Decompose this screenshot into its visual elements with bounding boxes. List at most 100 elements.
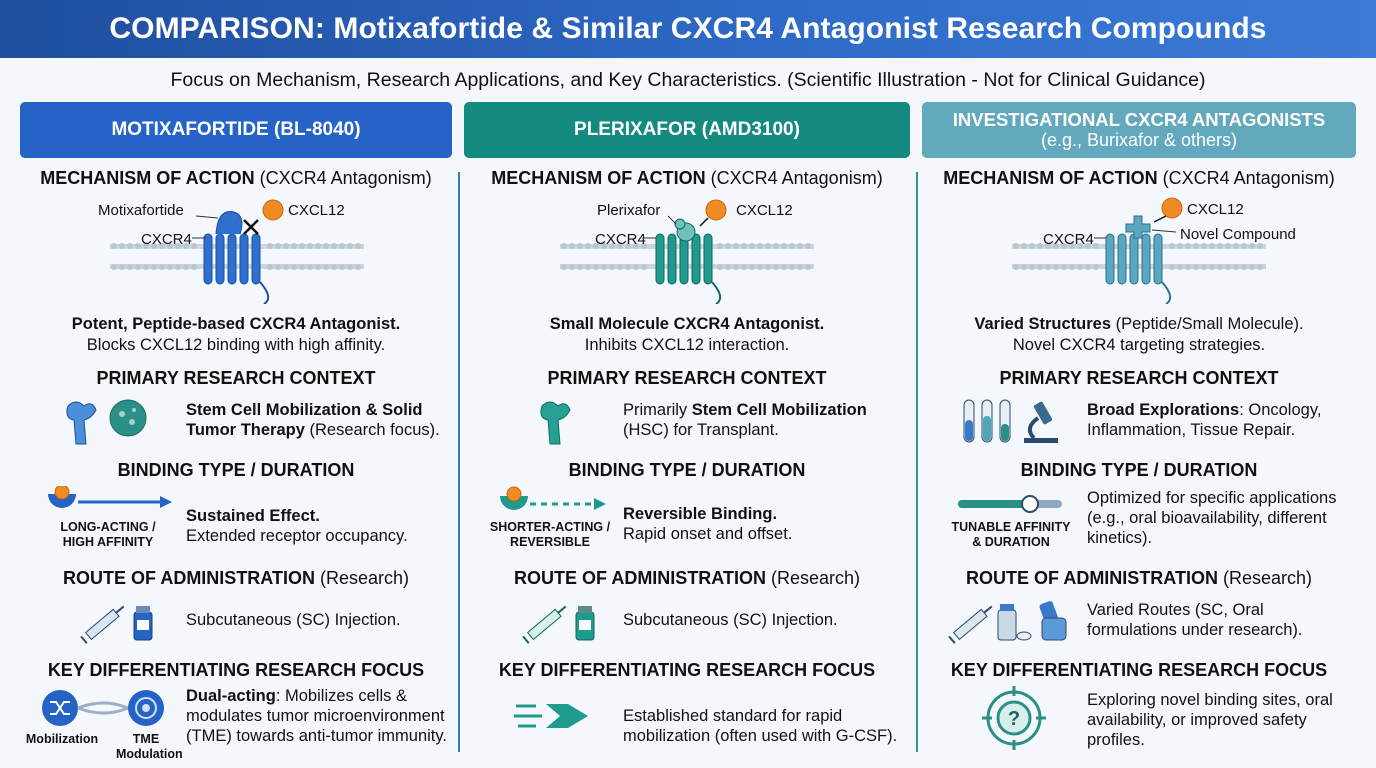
section-context: PRIMARY RESEARCH CONTEXT (922, 368, 1356, 389)
cell-membrane-icon (110, 199, 364, 304)
receptor-label: CXCR4 (595, 231, 646, 248)
context-row: Primarily Stem Cell Mobilization (HSC) fo… (464, 396, 910, 448)
bone-icon (66, 399, 147, 445)
summary-text: Novel CXCR4 targeting strategies. (1012, 335, 1266, 354)
dashed-arrow-icon (500, 486, 606, 510)
long-arrow-icon (48, 486, 172, 508)
target-question-icon: ? (982, 686, 1046, 750)
section-note: (Research) (1222, 568, 1313, 588)
focus-row: Established standard for rapid mobilizat… (464, 686, 910, 766)
focus-row: Mobilization TME Modulation Dual-acting:… (20, 686, 452, 766)
context-row: Stem Cell Mobilization & Solid Tumor The… (20, 396, 452, 448)
drug-label: Motixafortide (98, 202, 184, 219)
mechanism-diagram: Motixafortide CXCL12 CXCR4 (20, 194, 452, 304)
column-subtitle: (e.g., Burixafor & others) (1040, 130, 1238, 151)
mechanism-diagram: Plerixafor CXCL12 CXCR4 (464, 194, 910, 304)
binding-text: Sustained Effect. Extended receptor occup… (186, 507, 408, 546)
section-focus: KEY DIFFERENTIATING RESEARCH FOCUS (20, 660, 452, 681)
context-row: Broad Explorations: Oncology, Inflammati… (922, 396, 1356, 448)
section-focus: KEY DIFFERENTIATING RESEARCH FOCUS (922, 660, 1356, 681)
section-binding: BINDING TYPE / DURATION (922, 460, 1356, 481)
slider-icon (958, 495, 1062, 513)
mechanism-diagram: CXCL12 CXCR4 Novel Compound (922, 194, 1356, 304)
cell-membrane-icon (1012, 197, 1266, 304)
section-route: ROUTE OF ADMINISTRATION (Research) (922, 568, 1356, 589)
section-note: (CXCR4 Antagonism) (710, 168, 883, 188)
ligand-label: CXCL12 (736, 202, 793, 219)
ligand-label: CXCL12 (1187, 201, 1244, 218)
mechanism-summary: Potent, Peptide-based CXCR4 Antagonist. … (20, 314, 452, 355)
route-row: Subcutaneous (SC) Injection. (20, 596, 452, 646)
section-title: BINDING TYPE / DURATION (1020, 460, 1258, 480)
section-title: KEY DIFFERENTIATING RESEARCH FOCUS (47, 660, 425, 680)
column-divider (916, 172, 918, 752)
section-title: MECHANISM OF ACTION (40, 168, 255, 188)
section-binding: BINDING TYPE / DURATION (464, 460, 910, 481)
section-title: PRIMARY RESEARCH CONTEXT (999, 368, 1279, 388)
section-title: ROUTE OF ADMINISTRATION (513, 568, 766, 588)
mechanism-summary: Varied Structures (Peptide/Small Molecul… (922, 314, 1356, 355)
binding-row: LONG-ACTING / HIGH AFFINITY Sustained Ef… (20, 486, 452, 549)
focus-text: Exploring novel binding sites, oral avai… (1087, 691, 1333, 750)
section-title: PRIMARY RESEARCH CONTEXT (96, 368, 376, 388)
focus-text: Dual-acting: Mobilizes cells & modulates… (186, 687, 447, 746)
binding-tag: LONG-ACTING / HIGH AFFINITY (60, 520, 156, 549)
drug-label: Plerixafor (597, 202, 661, 219)
column-divider (458, 172, 460, 752)
context-text: Broad Explorations: Oncology, Inflammati… (1087, 401, 1322, 440)
section-title: BINDING TYPE / DURATION (568, 460, 806, 480)
test-tubes-icon (963, 399, 1058, 443)
section-title: KEY DIFFERENTIATING RESEARCH FOCUS (950, 660, 1328, 680)
binding-tag: TUNABLE AFFINITY & DURATION (951, 520, 1071, 549)
column-title: PLERIXAFOR (AMD3100) (574, 119, 800, 141)
focus-row: ? Exploring novel binding sites, oral av… (922, 686, 1356, 766)
binding-text: Optimized for specific applications (e.g… (1087, 489, 1337, 548)
binding-tag: SHORTER-ACTING / REVERSIBLE (489, 520, 611, 549)
binding-row: SHORTER-ACTING / REVERSIBLE Reversible B… (464, 486, 910, 549)
section-title: MECHANISM OF ACTION (943, 168, 1158, 188)
svg-text:?: ? (1008, 708, 1020, 730)
section-mechanism: MECHANISM OF ACTION (CXCR4 Antagonism) (922, 168, 1356, 189)
shuffle-icon (42, 690, 164, 726)
summary-bold: Varied Structures (974, 315, 1112, 333)
section-route: ROUTE OF ADMINISTRATION (Research) (20, 568, 452, 589)
column-motixafortide: MOTIXAFORTIDE (BL-8040) MECHANISM OF ACT… (20, 102, 452, 768)
section-context: PRIMARY RESEARCH CONTEXT (464, 368, 910, 389)
drug-label: Novel Compound (1180, 226, 1296, 243)
focus-text: Established standard for rapid mobilizat… (623, 707, 898, 746)
route-text: Subcutaneous (SC) Injection. (186, 611, 401, 629)
section-title: ROUTE OF ADMINISTRATION (62, 568, 315, 588)
section-note: (Research) (319, 568, 410, 588)
column-header: MOTIXAFORTIDE (BL-8040) (20, 102, 452, 158)
column-title: INVESTIGATIONAL CXCR4 ANTAGONISTS (952, 109, 1326, 131)
section-title: MECHANISM OF ACTION (491, 168, 706, 188)
receptor-label: CXCR4 (141, 231, 192, 248)
section-note: (CXCR4 Antagonism) (1162, 168, 1335, 188)
section-title: PRIMARY RESEARCH CONTEXT (547, 368, 827, 388)
section-note: (Research) (770, 568, 861, 588)
page-subtitle: Focus on Mechanism, Research Application… (170, 68, 1206, 91)
section-focus: KEY DIFFERENTIATING RESEARCH FOCUS (464, 660, 910, 681)
column-plerixafor: PLERIXAFOR (AMD3100) MECHANISM OF ACTION… (464, 102, 910, 768)
section-note: (CXCR4 Antagonism) (259, 168, 432, 188)
section-binding: BINDING TYPE / DURATION (20, 460, 452, 481)
binding-row: TUNABLE AFFINITY & DURATION Optimized fo… (922, 486, 1356, 549)
summary-text: Inhibits CXCL12 interaction. (584, 335, 790, 354)
section-context: PRIMARY RESEARCH CONTEXT (20, 368, 452, 389)
column-header: PLERIXAFOR (AMD3100) (464, 102, 910, 158)
route-text: Subcutaneous (SC) Injection. (623, 611, 838, 629)
column-title: MOTIXAFORTIDE (BL-8040) (111, 119, 361, 141)
section-mechanism: MECHANISM OF ACTION (CXCR4 Antagonism) (464, 168, 910, 189)
focus-icon-label: TME Modulation (116, 732, 183, 761)
mechanism-summary: Small Molecule CXCR4 Antagonist. Inhibit… (464, 314, 910, 355)
route-row: Varied Routes (SC, Oral formulations und… (922, 596, 1356, 646)
syringe-icon (522, 605, 595, 644)
page-title: COMPARISON: Motixafortide & Similar CXCR… (0, 0, 1376, 58)
route-row: Subcutaneous (SC) Injection. (464, 596, 910, 646)
section-title: BINDING TYPE / DURATION (117, 460, 355, 480)
column-header: INVESTIGATIONAL CXCR4 ANTAGONISTS (e.g.,… (922, 102, 1356, 158)
cell-membrane-icon (560, 199, 814, 304)
bone-icon (540, 401, 571, 445)
column-investigational: INVESTIGATIONAL CXCR4 ANTAGONISTS (e.g.,… (922, 102, 1356, 768)
summary-text: (Peptide/Small Molecule). (1115, 315, 1304, 333)
